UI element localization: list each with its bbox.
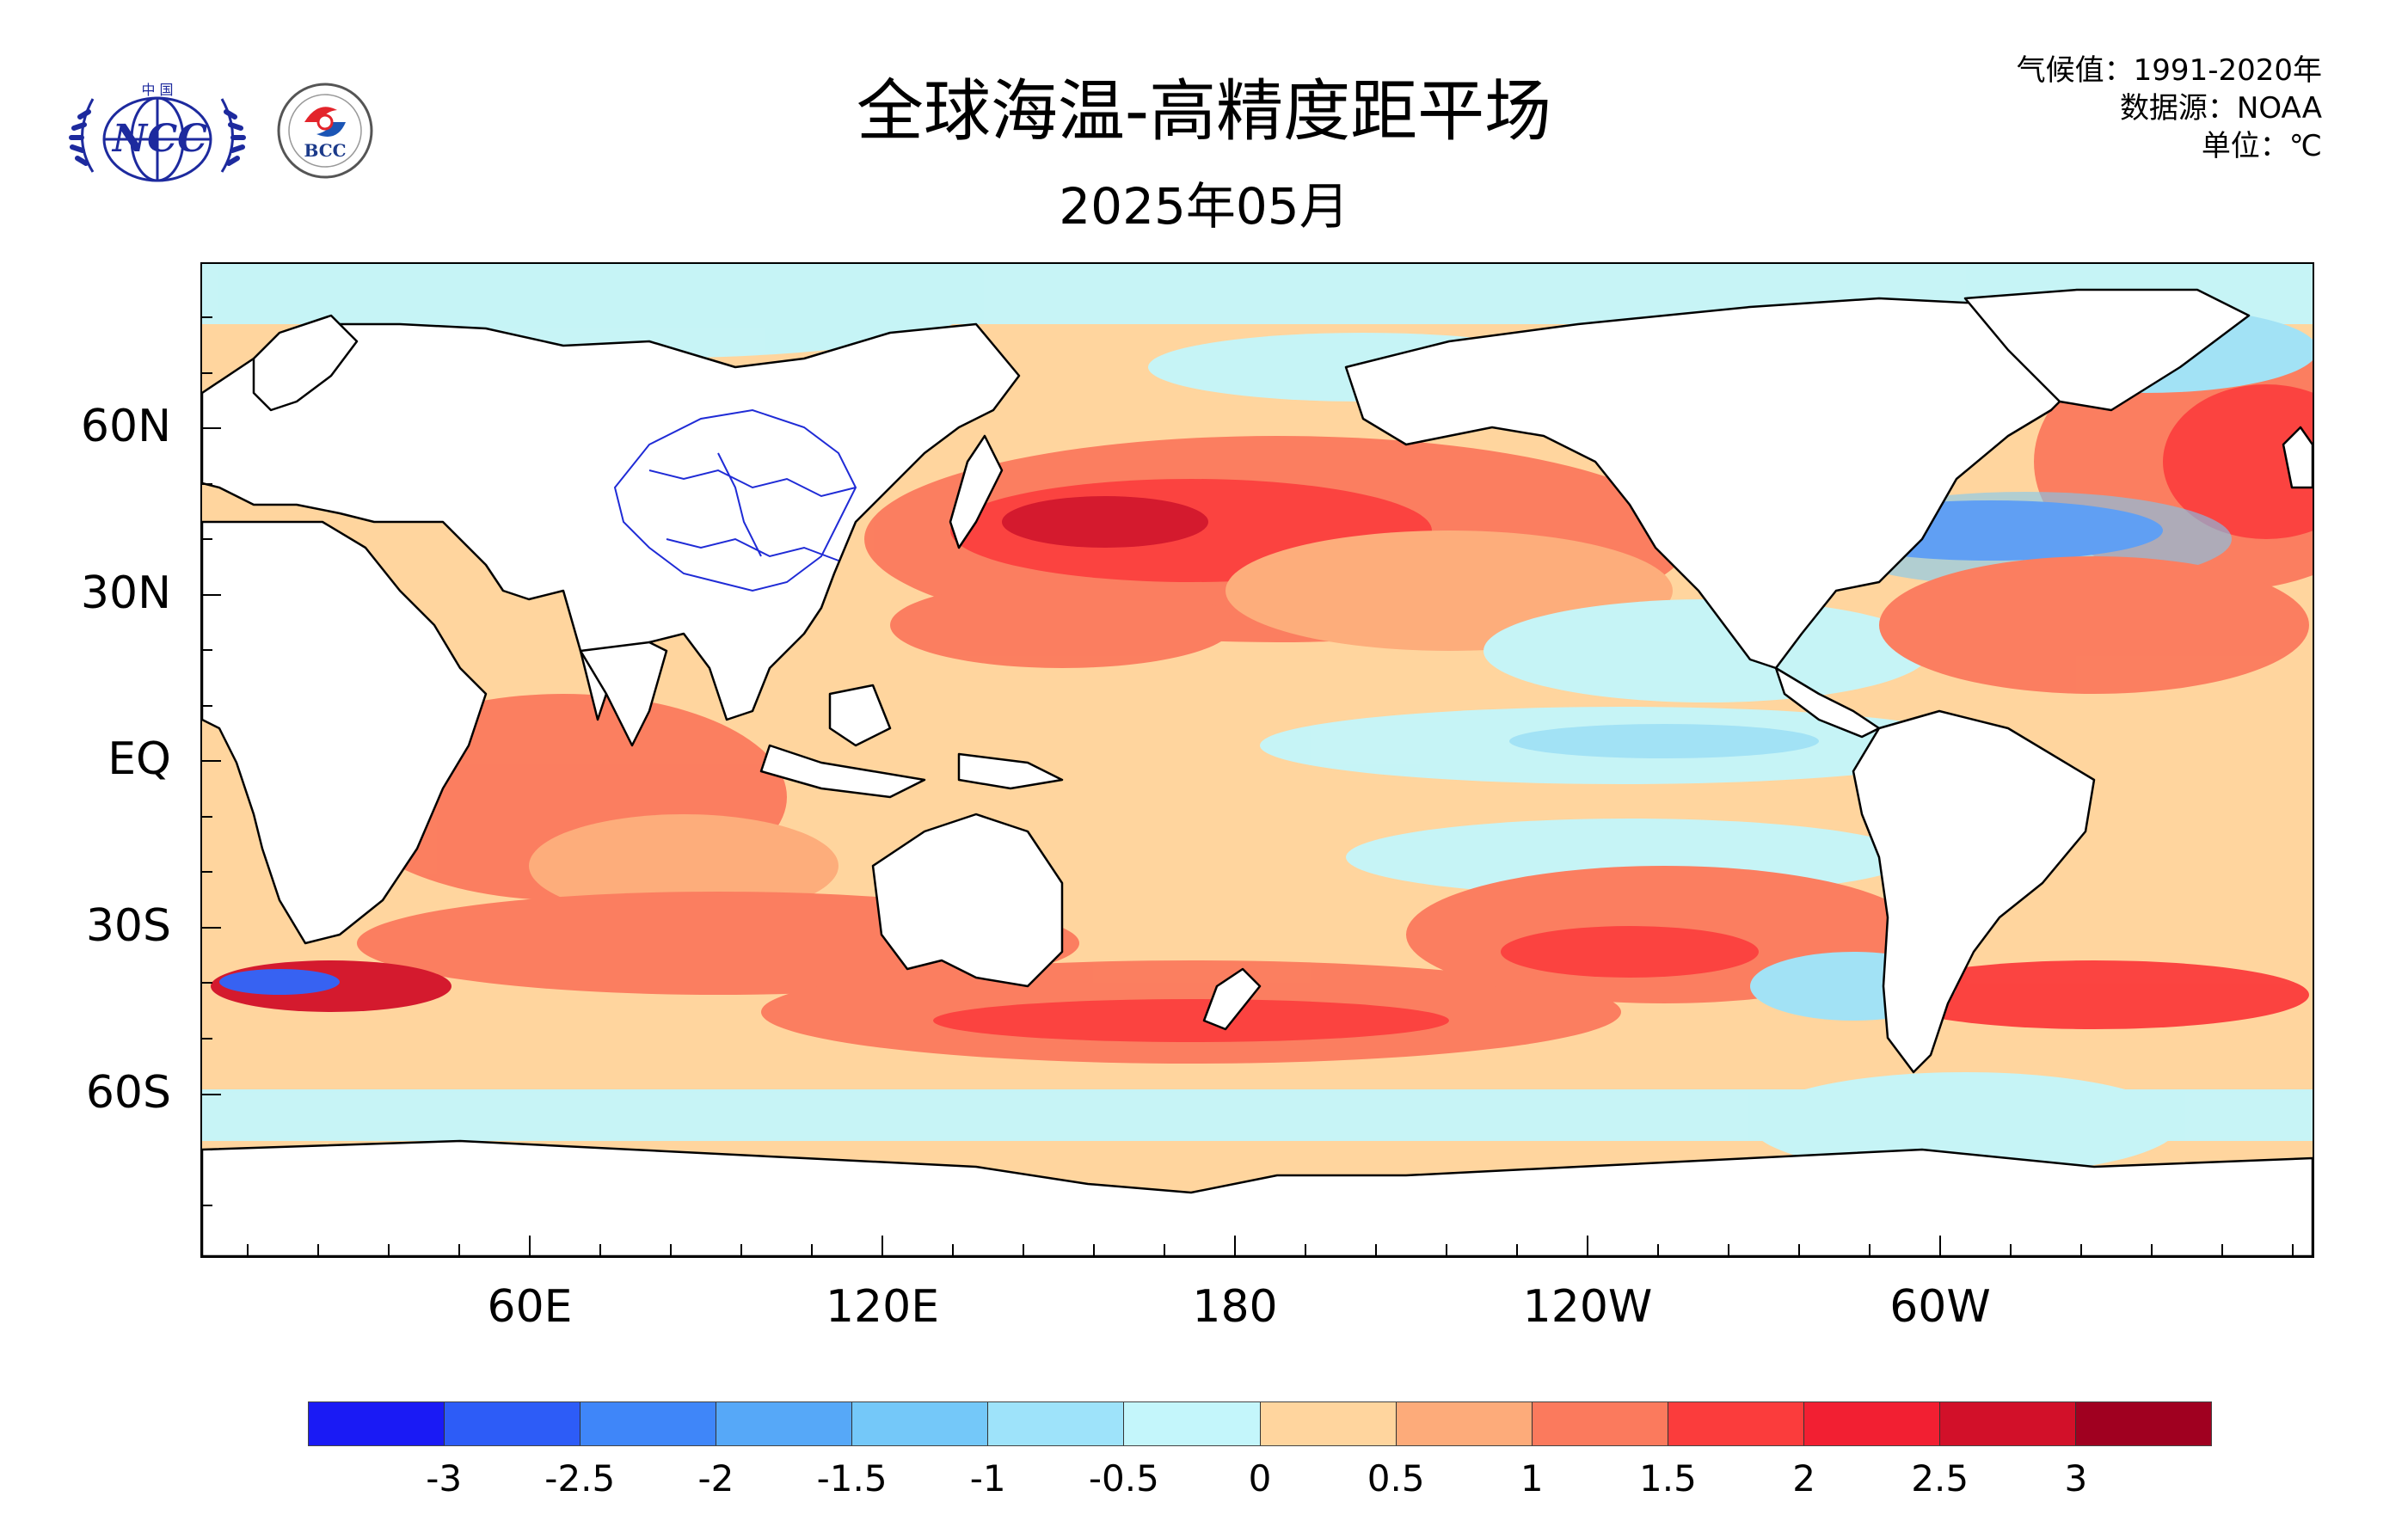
colorbar-label: 3 [2064,1457,2088,1500]
colorbar-swatch [1939,1402,2077,1445]
info-climatology: 气候值：1991-2020年 [2016,53,2322,88]
landmasses [202,288,2313,1256]
colorbar-swatch [1668,1402,1804,1445]
colorbar-swatch [716,1402,853,1445]
land-greenland [1963,288,2251,412]
land-new-guinea [957,752,1064,790]
info-unit: 单位：℃ [2201,129,2322,163]
info-data-source: 数据源：NOAA [2119,91,2322,126]
colorbar-swatch [1260,1402,1397,1445]
sst-anomaly-map [200,262,2314,1258]
colorbar-label: -2 [697,1457,734,1500]
land-japan [949,434,1004,549]
land-eurasia [202,322,1021,721]
lat-ticks [202,316,221,1206]
land-scandinavia [252,314,359,412]
colorbar-label: 1.5 [1639,1457,1697,1500]
colorbar-swatch [1532,1402,1668,1445]
colorbar-label: 0 [1248,1457,1272,1500]
land-antarctica [202,1139,2313,1256]
colorbar-label: 2.5 [1911,1457,1969,1500]
colorbar-swatch [580,1402,717,1445]
ncc-logo: 中 国 NCC [67,77,248,189]
lon-ticks [247,1236,2294,1256]
colorbar-swatch [309,1402,445,1445]
colorbar-label: 0.5 [1367,1457,1425,1500]
land-indonesia [759,744,926,799]
lon-label-120e: 120E [825,1281,940,1333]
land-australia [871,813,1064,988]
china-rivers [648,452,857,561]
land-south-america [1852,709,2096,1074]
land-india [579,641,668,747]
land-new-zealand [1202,967,1262,1031]
map-title: 全球海温-高精度距平场 [856,73,1552,150]
svg-text:中 国: 中 国 [141,82,173,98]
china-border [613,408,857,592]
land-central-america [1774,666,1881,739]
svg-text:NCC: NCC [111,117,207,161]
land-uk [2282,426,2313,489]
lat-label-eq: EQ [108,733,171,785]
colorbar-label: 1 [1520,1457,1544,1500]
colorbar-swatch [1803,1402,1940,1445]
lat-label-60s: 60S [85,1067,171,1119]
lon-label-60w: 60W [1889,1281,1991,1333]
colorbar-swatch [445,1402,581,1445]
colorbar-swatch [2076,1402,2212,1445]
land-borneo [828,684,892,747]
lat-label-30s: 30S [85,900,171,952]
bcc-logo: BCC [273,77,377,189]
lat-label-60n: 60N [80,401,171,452]
colorbar-label: -1 [969,1457,1006,1500]
land-africa [202,520,488,945]
colorbar-label: -2.5 [544,1457,616,1500]
colorbar-label: -1.5 [816,1457,888,1500]
colorbar-label: 2 [1792,1457,1815,1500]
colorbar-label: -3 [426,1457,463,1500]
colorbar-swatch [852,1402,989,1445]
colorbar [308,1401,2212,1446]
colorbar-swatch [1396,1402,1533,1445]
colorbar-swatch [1124,1402,1261,1445]
lon-label-120w: 120W [1522,1281,1653,1333]
lat-label-30n: 30N [80,567,171,619]
colorbar-label: -0.5 [1088,1457,1159,1500]
colorbar-swatch [988,1402,1125,1445]
land-north-america [1344,297,2139,670]
lon-label-180: 180 [1192,1281,1278,1333]
map-svg [202,264,2313,1256]
lon-label-60e: 60E [487,1281,573,1333]
map-subtitle: 2025年05月 [1059,177,1349,236]
svg-text:BCC: BCC [304,140,346,161]
